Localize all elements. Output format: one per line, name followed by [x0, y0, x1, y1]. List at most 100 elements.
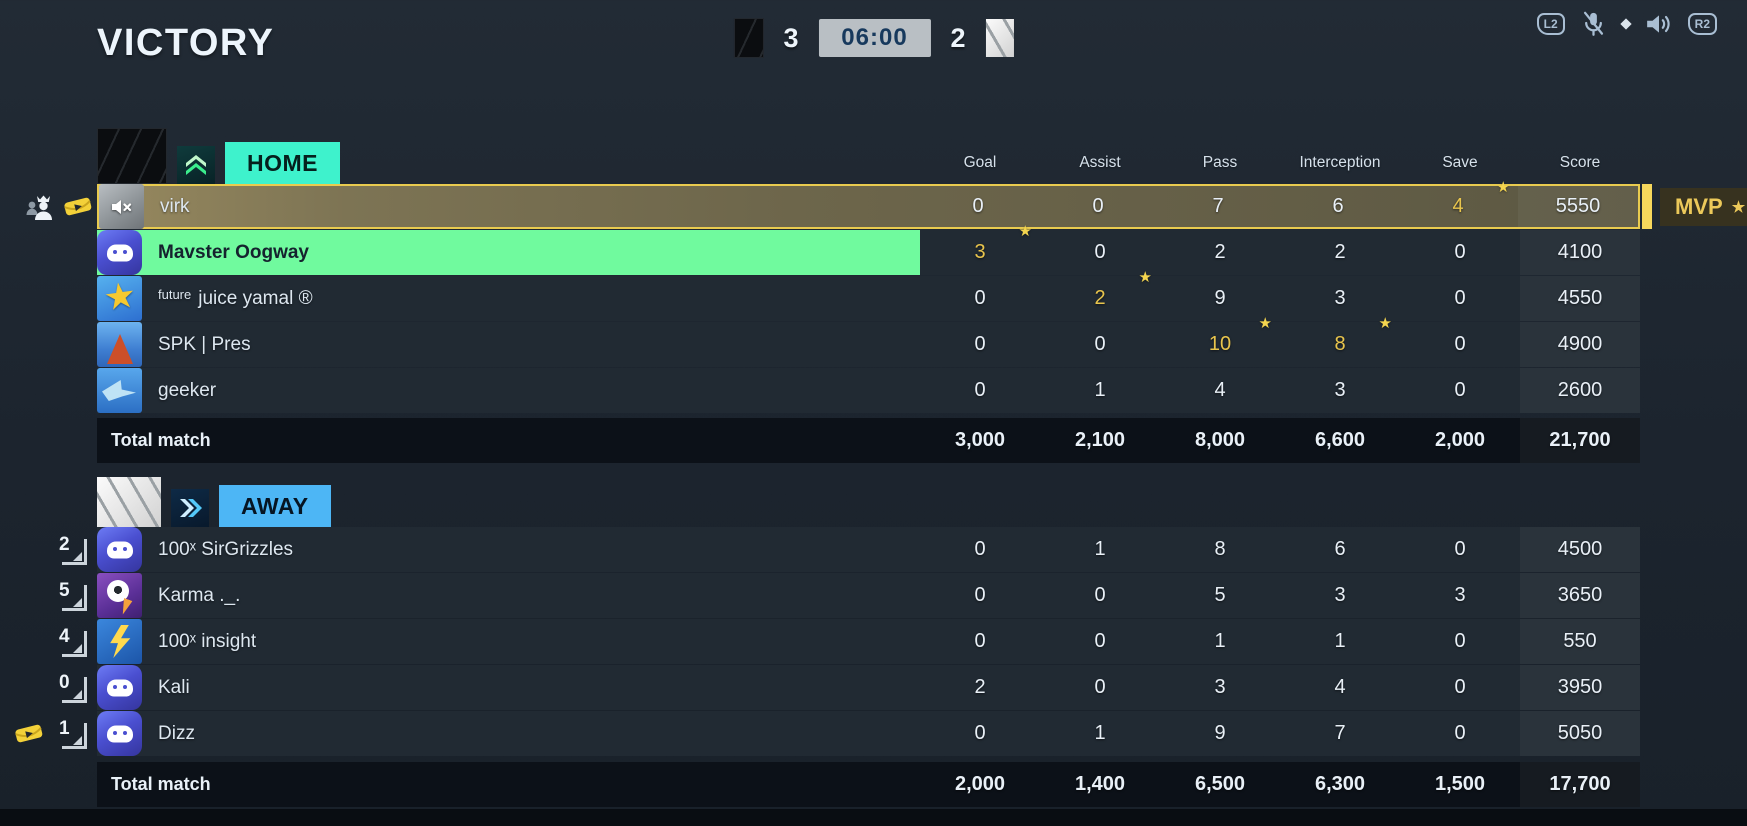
match-timer: 06:00	[818, 19, 931, 57]
column-header: Save	[1442, 154, 1478, 171]
player-row[interactable]: 2 100ˣ SirGrizzles 0 1 8 6 0 4500	[59, 527, 1640, 572]
player-avatar	[97, 322, 142, 367]
stat-cell: 4550	[1520, 276, 1640, 321]
away-player-rows: 2 100ˣ SirGrizzles 0 1 8 6 0 4500 5 Karma ._. 0 0 5 3…	[15, 527, 1640, 756]
away-score: 2	[950, 22, 966, 53]
r2-button-icon[interactable]: R2	[1687, 12, 1717, 35]
player-name-cell: Karma ._.	[97, 573, 920, 618]
player-stats: 0 1 8 6 0 4500	[920, 527, 1640, 572]
speaker-icon[interactable]	[1645, 12, 1673, 36]
player-avatar	[97, 573, 142, 618]
rank-badge: 5	[51, 578, 93, 614]
player-name-cell: 100ˣ insight	[97, 619, 920, 664]
player-stats: 3 ★ 0 2 2 0 4100	[920, 223, 1640, 275]
player-name-cell: Kali	[97, 665, 920, 710]
stat-cell: 5	[1214, 584, 1226, 606]
stat-cell: 0	[1454, 676, 1466, 698]
rank-badge: 0	[51, 670, 93, 706]
player-name: geeker	[158, 379, 217, 401]
player-avatar	[97, 665, 142, 710]
microphone-muted-icon[interactable]	[1580, 10, 1607, 37]
away-team-logo	[97, 477, 161, 527]
column-header: Score	[1559, 154, 1601, 171]
home-team-logo	[97, 128, 167, 184]
match-scoreboard: 3 06:00 2	[733, 18, 1014, 58]
stat-cell: 1	[1214, 630, 1226, 652]
stat-cell: 0	[1094, 676, 1106, 698]
stat-cell: 0	[1454, 630, 1466, 652]
row-outside: 0	[17, 665, 93, 710]
stat-cell: 0	[974, 287, 986, 309]
player-row[interactable]: 5 Karma ._. 0 0 5 3 3 3650	[59, 573, 1640, 618]
player-name: future juice yamal ®	[158, 286, 313, 309]
player-avatar	[97, 527, 142, 572]
page-title: VICTORY	[97, 22, 275, 64]
row-outside: 2	[17, 527, 93, 572]
stat-cell: 1	[1094, 379, 1106, 401]
player-stats: 0 1 4 3 0 2600	[920, 368, 1640, 413]
player-row[interactable]: 4 100ˣ insight 0 0 1 1 0 550	[59, 619, 1640, 664]
rank-number: 0	[59, 671, 70, 693]
column-header: Assist	[1079, 154, 1121, 171]
player-avatar	[99, 184, 144, 229]
player-avatar	[97, 276, 142, 321]
player-stats: 0 0 1 1 0 550	[920, 619, 1640, 664]
stat-cell: 0	[1454, 333, 1466, 355]
scoreboard-table: HOME Goal Assist Pass Interception Save Score…	[15, 0, 1747, 807]
player-row[interactable]: 1 Dizz 0 1 9 7 0 5050	[15, 711, 1640, 756]
ticket-icon	[12, 721, 46, 747]
away-total-row: Total match 2,000 1,400 6,500 6,300 1,500 17,…	[97, 762, 1640, 807]
player-avatar	[97, 368, 142, 413]
stat-cell: 0	[974, 379, 986, 401]
stat-cell: 0	[974, 538, 986, 560]
top-stat-star-icon: ★	[1378, 315, 1392, 332]
total-stat-cell: 2,100	[1074, 429, 1126, 451]
player-stats: 2 0 3 4 0 3950	[920, 665, 1640, 710]
stat-cell: 0	[1454, 538, 1466, 560]
total-match-label: Total match	[111, 430, 211, 450]
l2-button-icon[interactable]: L2	[1536, 12, 1565, 35]
player-row[interactable]: Mavster Oogway 3 ★ 0 2 2 0 4100	[97, 223, 1640, 275]
stat-cell: 0	[1094, 630, 1106, 652]
system-icons: L2 R2	[1536, 10, 1717, 37]
player-stats: 0 1 9 7 0 5050	[920, 711, 1640, 756]
row-outside: 1	[15, 711, 93, 756]
stat-cell: 5050	[1520, 711, 1640, 756]
stat-cell: 7	[1212, 195, 1224, 217]
player-stats: 0 2 ★ 9 3 0 4550	[920, 269, 1640, 321]
stat-cell: 8 ★	[1334, 315, 1392, 355]
top-stat-star-icon: ★	[1496, 179, 1510, 196]
mvp-edge-bar	[1642, 184, 1652, 229]
home-totals: 3,000 2,100 8,000 6,600 2,000 21,700	[920, 418, 1640, 463]
player-row[interactable]: virk 0 0 7 6 4 ★ 5550 MVP ★	[26, 179, 1747, 229]
player-name: Kali	[158, 676, 190, 698]
player-stats: 0 0 10 ★ 8 ★ 0 4900	[920, 315, 1640, 367]
stat-cell: 1	[1094, 538, 1106, 560]
player-row[interactable]: geeker 0 1 4 3 0 2600	[97, 368, 1640, 413]
total-stat-cell: 6,300	[1314, 773, 1366, 795]
home-team-logo-small	[733, 18, 764, 58]
column-headers: Goal Assist Pass Interception Save Score	[920, 154, 1640, 172]
stat-cell: 9	[1214, 287, 1226, 309]
player-name-cell: geeker	[97, 368, 920, 413]
home-team-label: HOME	[225, 142, 340, 184]
stat-cell: 3	[1334, 379, 1346, 401]
stat-cell: 0	[972, 195, 984, 217]
stat-cell: 0	[974, 333, 986, 355]
top-stat-star-icon: ★	[1018, 223, 1032, 240]
player-row[interactable]: 0 Kali 2 0 3 4 0 3950	[59, 665, 1640, 710]
stat-cell: 0	[1094, 333, 1106, 355]
stat-cell: 6	[1332, 195, 1344, 217]
voice-muted-icon[interactable]	[111, 198, 133, 216]
player-avatar	[97, 711, 142, 756]
total-stat-cell: 1,400	[1074, 773, 1126, 795]
player-row[interactable]: SPK | Pres 0 0 10 ★ 8 ★ 0 4900	[97, 315, 1640, 367]
stat-cell: 4900	[1520, 322, 1640, 367]
column-header: Interception	[1299, 154, 1381, 171]
stat-cell: 0	[1454, 287, 1466, 309]
stat-cell: 10 ★	[1208, 315, 1272, 355]
rank-number: 5	[59, 579, 70, 601]
stat-cell: 4	[1334, 676, 1346, 698]
